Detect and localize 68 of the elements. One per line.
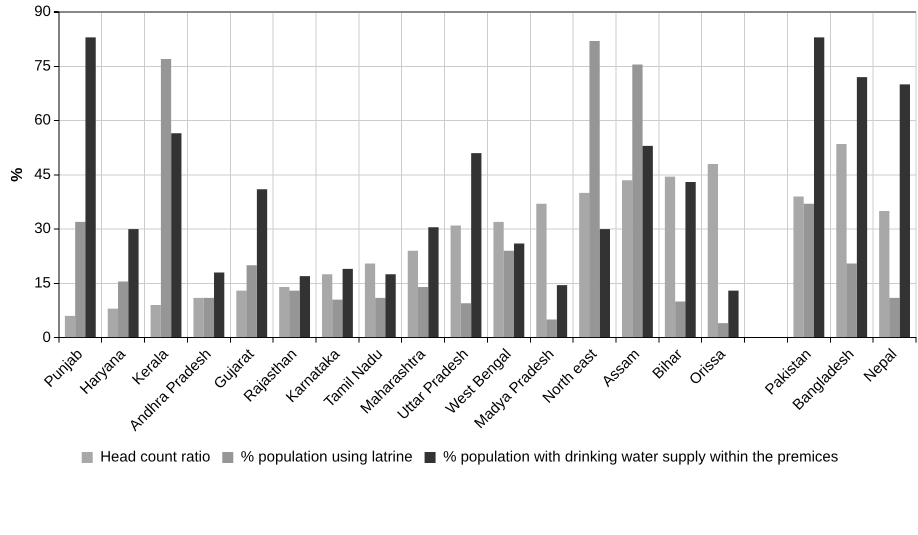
y-tick-label: 15 (34, 274, 51, 292)
bar (418, 286, 428, 338)
bar (493, 222, 504, 338)
y-axis-title: % (9, 168, 26, 182)
bar (579, 192, 590, 338)
bar (718, 323, 728, 338)
bar (471, 153, 482, 338)
bar (814, 37, 824, 338)
bar (108, 308, 118, 338)
bar (332, 300, 343, 338)
bar (536, 204, 547, 338)
bar (664, 176, 676, 338)
bar (342, 268, 353, 338)
bar (128, 229, 139, 338)
bar (900, 84, 910, 338)
bar (279, 286, 290, 338)
bar (171, 133, 182, 338)
y-tick-label: 30 (34, 220, 51, 238)
legend-label: % population using latrine (240, 448, 413, 466)
bar (428, 227, 439, 338)
bar (300, 276, 310, 338)
bar (889, 298, 900, 338)
bar (236, 290, 247, 338)
bar (685, 182, 696, 338)
bar (408, 250, 418, 338)
bar (118, 282, 128, 338)
bar (600, 229, 610, 338)
bar (804, 204, 814, 338)
bar (708, 164, 718, 338)
y-tick-label: 75 (34, 57, 51, 74)
bar (836, 144, 847, 338)
bar (856, 77, 868, 338)
legend-label: % population with drinking water supply within the premices (443, 448, 838, 466)
y-tick-label: 0 (42, 328, 51, 346)
bar (460, 303, 472, 338)
bar (846, 263, 857, 338)
bar (504, 250, 514, 338)
bar (514, 244, 524, 338)
bar (75, 222, 86, 338)
y-tick-label: 45 (34, 166, 51, 183)
bar (85, 37, 96, 338)
bar (879, 210, 890, 338)
bar (322, 274, 332, 338)
bar (546, 320, 557, 338)
bar (728, 290, 739, 338)
bar (632, 64, 643, 338)
y-tick-label: 90 (34, 3, 51, 20)
bar (256, 189, 268, 338)
bar (364, 263, 376, 338)
bar (246, 265, 257, 338)
bar (160, 59, 172, 338)
bar (622, 180, 632, 338)
bar (150, 305, 161, 338)
bar (675, 301, 686, 338)
bar (193, 298, 204, 338)
bar (214, 272, 224, 338)
y-tick-label: 60 (34, 112, 51, 129)
bar (204, 298, 214, 338)
legend-label: Head count ratio (100, 448, 210, 466)
bar (385, 274, 396, 338)
bar (375, 298, 386, 338)
bar (589, 40, 600, 338)
bar (64, 316, 76, 338)
bar (289, 290, 300, 338)
bar (556, 285, 568, 338)
bar (642, 146, 653, 338)
bar (450, 225, 461, 338)
bar (793, 196, 804, 338)
